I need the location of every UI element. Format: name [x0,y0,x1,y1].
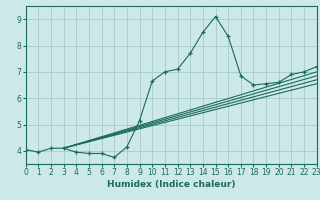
X-axis label: Humidex (Indice chaleur): Humidex (Indice chaleur) [107,180,236,189]
